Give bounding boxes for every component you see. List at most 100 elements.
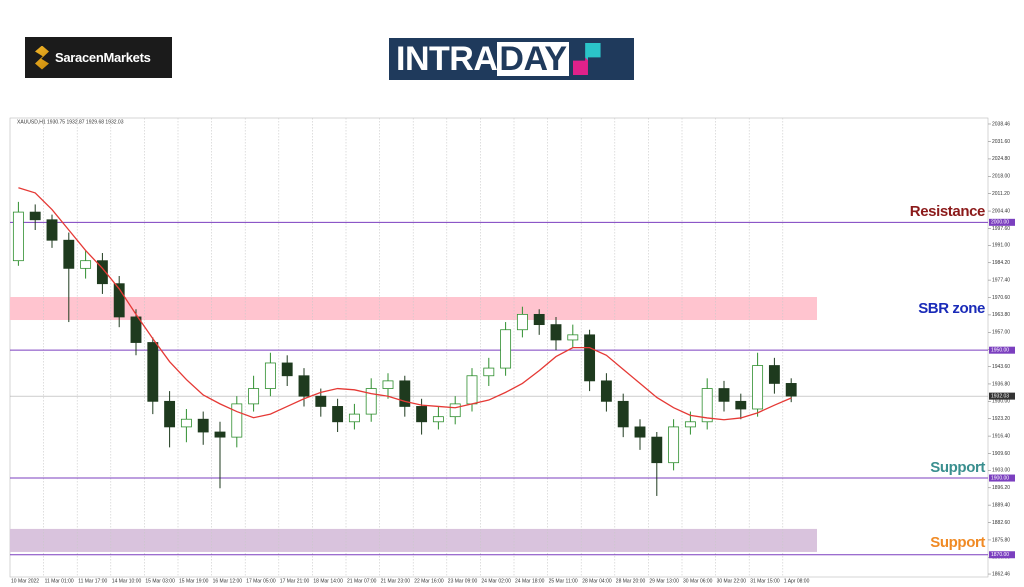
- y-tick-label: 1916.40: [992, 433, 1010, 439]
- y-tick-label: 1991.00: [992, 243, 1010, 249]
- candle-body: [164, 400, 176, 428]
- candle-body: [718, 388, 730, 402]
- y-tick-label: 1875.80: [992, 537, 1010, 543]
- y-tick-label: 2018.00: [992, 174, 1010, 180]
- candle-body: [416, 406, 428, 423]
- y-tick-label: 1970.60: [992, 295, 1010, 301]
- y-tick-label: 1909.60: [992, 451, 1010, 457]
- y-tick-label: 1943.60: [992, 364, 1010, 370]
- candle-body: [516, 313, 528, 331]
- brand-icon: [35, 45, 49, 70]
- candle-body: [281, 362, 293, 377]
- candle-body: [332, 406, 344, 423]
- candle-body: [567, 334, 579, 341]
- candle-body: [432, 416, 444, 423]
- x-tick-label: 17 Mar 21:00: [280, 578, 310, 584]
- candle-body: [130, 316, 142, 343]
- x-tick-label: 21 Mar 07:00: [347, 578, 377, 584]
- x-tick-label: 30 Mar 06:00: [683, 578, 713, 584]
- last-price-tag: [989, 392, 1015, 400]
- y-tick-label: 1889.40: [992, 502, 1010, 508]
- candle-body: [785, 383, 797, 397]
- x-tick-label: 25 Mar 11:00: [549, 578, 578, 584]
- candle-body: [348, 413, 360, 423]
- x-tick-label: 28 Mar 04:00: [582, 578, 612, 584]
- logo-text: DAY: [497, 40, 569, 78]
- annotation: Resistance: [910, 203, 985, 220]
- brand-name: SaracenMarkets: [55, 50, 151, 65]
- plot-frame: [9, 117, 989, 578]
- moving-average: [18, 187, 792, 421]
- candle-body: [483, 367, 495, 377]
- candle-body: [12, 211, 24, 262]
- candle-body: [634, 426, 646, 438]
- x-tick-label: 21 Mar 23:00: [381, 578, 411, 584]
- x-tick-label: 24 Mar 02:00: [481, 578, 511, 584]
- chart-title: XAUUSD,H1 1930.75 1932.87 1929.68 1932.0…: [17, 119, 124, 125]
- x-tick-label: 10 Mar 2022: [11, 578, 39, 584]
- logo-text: INTRA: [396, 39, 498, 78]
- annotation: SBR zone: [918, 300, 985, 317]
- y-tick-label: 1957.00: [992, 330, 1010, 336]
- candle-body: [701, 388, 713, 423]
- candle-body: [500, 329, 512, 369]
- x-tick-label: 30 Mar 22:00: [717, 578, 747, 584]
- candle-body: [315, 395, 327, 407]
- x-tick-label: 17 Mar 05:00: [246, 578, 276, 584]
- candle-body: [365, 388, 377, 415]
- x-tick-label: 18 Mar 14:00: [313, 578, 343, 584]
- level-label: 1870.00: [991, 552, 1009, 558]
- candle-body: [399, 380, 411, 407]
- candle-body: [248, 388, 260, 405]
- x-tick-label: 1 Apr 08:00: [784, 578, 810, 584]
- brand-logo: SaracenMarkets: [25, 37, 172, 78]
- x-tick-label: 22 Mar 16:00: [414, 578, 444, 584]
- level-tag: [989, 551, 1015, 559]
- x-tick-label: 29 Mar 13:00: [649, 578, 679, 584]
- x-tick-label: 28 Mar 20:00: [616, 578, 646, 584]
- level-label: 1900.00: [991, 475, 1009, 481]
- zone: [10, 528, 817, 552]
- y-tick-label: 2004.40: [992, 208, 1010, 214]
- candle-body: [600, 380, 612, 402]
- candle-body: [147, 342, 159, 402]
- y-tick-label: 2011.20: [992, 191, 1010, 197]
- level-label: 1950.00: [991, 348, 1009, 354]
- y-tick-label: 1963.80: [992, 312, 1010, 318]
- x-tick-label: 15 Mar 03:00: [145, 578, 175, 584]
- x-tick-label: 15 Mar 19:00: [179, 578, 209, 584]
- candle-body: [231, 403, 243, 438]
- candle-body: [197, 418, 209, 433]
- candle-body: [584, 334, 596, 382]
- y-tick-label: 1936.80: [992, 381, 1010, 387]
- candle-body: [46, 219, 58, 241]
- x-tick-label: 11 Mar 17:00: [78, 578, 107, 584]
- annotation: Support: [930, 459, 985, 476]
- level-tag: [989, 346, 1015, 354]
- candle-body: [449, 403, 461, 418]
- annotation: Support: [930, 534, 985, 551]
- candle-body: [651, 436, 663, 464]
- level-tag: [989, 218, 1015, 226]
- candle-body: [466, 375, 478, 405]
- intraday-logo: INTRA DAY: [389, 38, 634, 80]
- candle-body: [214, 431, 226, 438]
- level-tag: [989, 474, 1015, 482]
- y-tick-label: 1896.20: [992, 485, 1010, 491]
- candle-body: [752, 365, 764, 410]
- x-tick-label: 24 Mar 18:00: [515, 578, 545, 584]
- candle-body: [29, 211, 41, 221]
- x-tick-label: 23 Mar 09:00: [448, 578, 478, 584]
- candle-body: [96, 260, 108, 285]
- candle-body: [768, 365, 780, 384]
- candle-body: [684, 421, 696, 428]
- y-tick-label: 1903.00: [992, 468, 1010, 474]
- candle-body: [80, 260, 92, 269]
- x-tick-label: 14 Mar 10:00: [112, 578, 142, 584]
- y-tick-label: 2031.60: [992, 139, 1010, 145]
- candle-body: [264, 362, 276, 389]
- last-price-label: 1932.03: [991, 393, 1009, 399]
- y-tick-label: 1930.00: [992, 399, 1010, 405]
- candle-body: [668, 426, 680, 464]
